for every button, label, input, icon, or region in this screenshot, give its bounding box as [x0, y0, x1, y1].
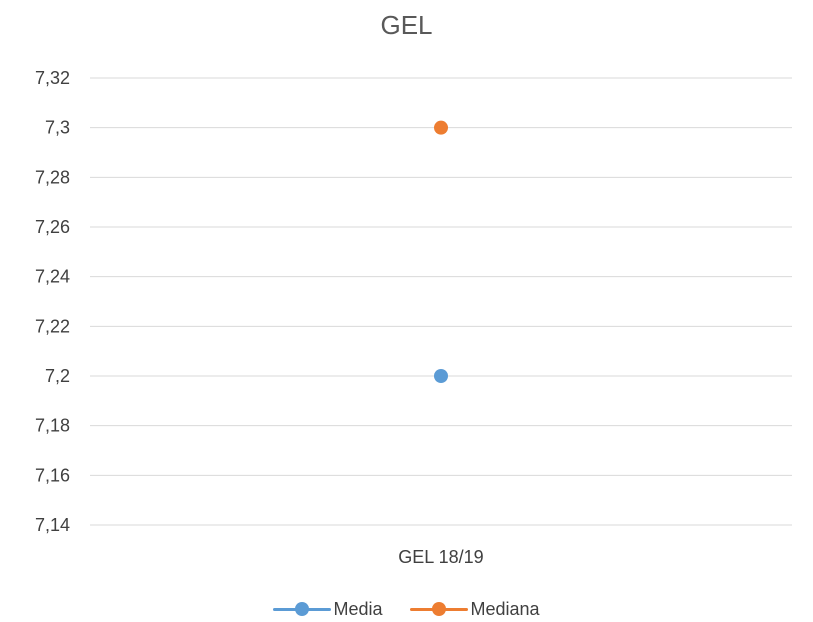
plot-area: 7,14 7,16 7,18 7,2 7,22 7,24 7,26 7,28 7,3 7,32 G… [35, 68, 792, 567]
legend-item-mediana: Mediana [410, 598, 540, 620]
legend-label-mediana: Mediana [470, 598, 540, 619]
y-tick-label: 7,3 [45, 118, 70, 138]
x-axis-tick-labels: GEL 18/19 [398, 547, 483, 567]
y-tick-label: 7,18 [35, 416, 70, 436]
gridlines [90, 77, 792, 526]
y-tick-label: 7,26 [35, 217, 70, 237]
legend-label-media: Media [333, 598, 383, 619]
data-point-mediana [434, 120, 448, 135]
data-point-media [434, 369, 448, 383]
y-tick-label: 7,28 [35, 167, 70, 187]
data-markers [434, 120, 448, 383]
y-tick-label: 7,14 [35, 515, 70, 535]
legend-dot-mediana [432, 602, 447, 616]
legend-item-media: Media [273, 599, 382, 620]
legend: Media Mediana [0, 596, 813, 622]
legend-swatch-mediana [410, 602, 469, 616]
x-tick-label: GEL 18/19 [398, 547, 483, 567]
chart-title: GEL [380, 10, 433, 40]
y-tick-label: 7,2 [45, 366, 70, 386]
y-tick-label: 7,32 [35, 68, 70, 88]
legend-swatch-media [273, 602, 332, 616]
y-axis-tick-labels: 7,14 7,16 7,18 7,2 7,22 7,24 7,26 7,28 7,3 7,32 [35, 68, 70, 535]
y-tick-label: 7,16 [35, 465, 70, 485]
y-tick-label: 7,22 [35, 316, 70, 336]
y-tick-label: 7,24 [35, 267, 70, 287]
legend-dot-media [295, 602, 310, 616]
